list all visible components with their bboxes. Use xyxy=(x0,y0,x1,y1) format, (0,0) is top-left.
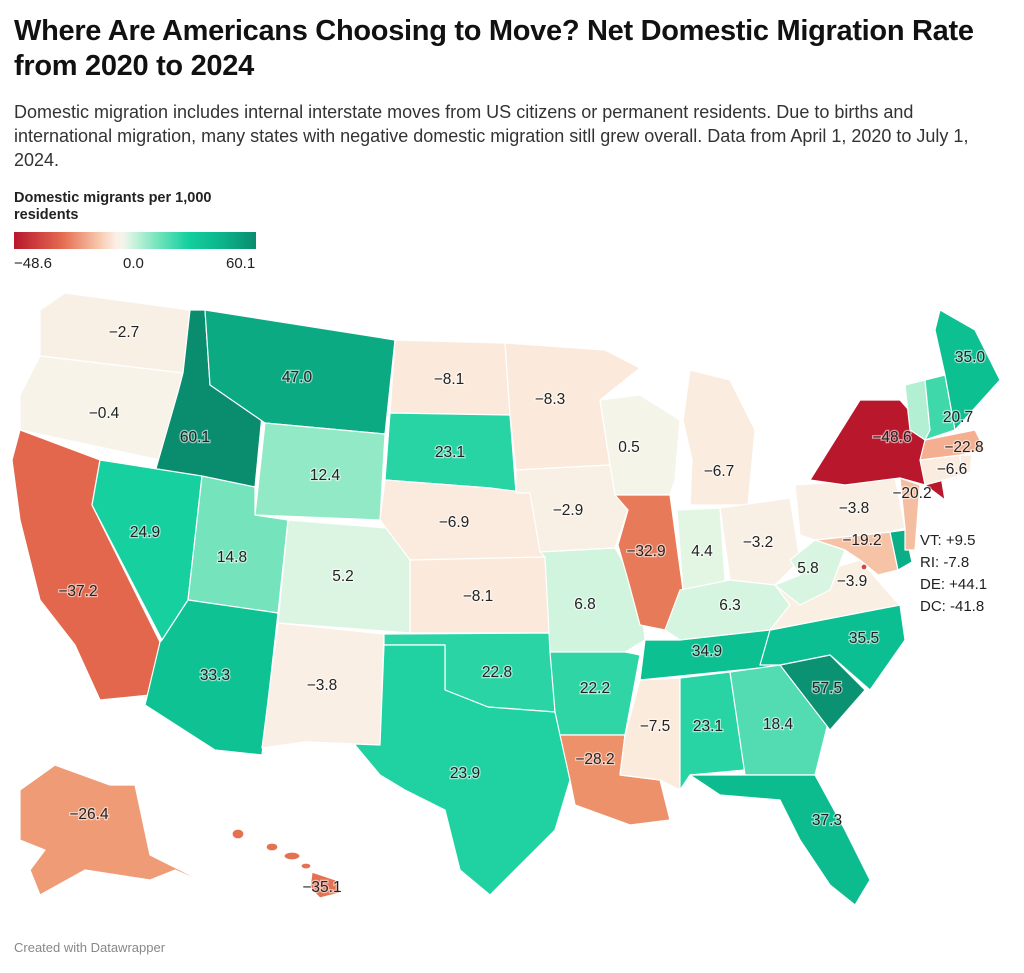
label-in: 4.4 xyxy=(691,543,713,560)
label-mn: −8.3 xyxy=(535,391,566,408)
credit-line: Created with Datawrapper xyxy=(14,940,166,955)
label-ga: 18.4 xyxy=(763,716,794,733)
label-ak: −26.4 xyxy=(69,806,109,823)
legend-max-label: 60.1 xyxy=(226,255,256,272)
label-sd: 23.1 xyxy=(435,444,465,461)
state-hi[interactable] xyxy=(231,828,341,899)
label-ia: −2.9 xyxy=(553,502,584,519)
label-ma: −22.8 xyxy=(944,439,983,456)
state-fl[interactable] xyxy=(689,774,871,906)
state-wi[interactable] xyxy=(599,394,681,496)
state-labels: −2.7 −0.4 −37.2 60.1 24.9 47.0 12.4 14.8… xyxy=(57,323,987,898)
label-il: −32.9 xyxy=(626,543,665,560)
label-co: 5.2 xyxy=(332,568,354,585)
label-ct: −6.6 xyxy=(937,461,968,478)
label-hi: −35.1 xyxy=(302,879,341,896)
label-or: −0.4 xyxy=(89,405,120,422)
label-va: −3.9 xyxy=(837,573,868,590)
label-oh: −3.2 xyxy=(743,534,774,551)
state-az[interactable] xyxy=(144,599,279,756)
label-ms: −7.5 xyxy=(640,718,671,735)
label-wy: 12.4 xyxy=(310,467,341,484)
legend-title: Domestic migrants per 1,000 residents xyxy=(14,190,212,223)
label-id: 60.1 xyxy=(180,429,210,446)
state-mo[interactable] xyxy=(539,547,646,653)
state-ma[interactable] xyxy=(919,429,986,461)
label-az: 33.3 xyxy=(200,667,230,684)
us-choropleth-map: −2.7 −0.4 −37.2 60.1 24.9 47.0 12.4 14.8… xyxy=(11,292,1001,906)
chart-title: Where Are Americans Choosing to Move? Ne… xyxy=(14,15,974,82)
label-ky: 6.3 xyxy=(719,597,741,614)
label-nh: 20.7 xyxy=(943,409,973,426)
label-nm: −3.8 xyxy=(307,677,338,694)
label-ut: 14.8 xyxy=(217,549,247,566)
label-md: −19.2 xyxy=(842,532,881,549)
state-nj[interactable] xyxy=(899,477,921,551)
label-wi: 0.5 xyxy=(618,439,640,456)
state-al[interactable] xyxy=(679,671,746,791)
state-nc[interactable] xyxy=(759,604,906,691)
label-wa: −2.7 xyxy=(109,324,140,341)
label-wv: 5.8 xyxy=(797,560,819,577)
label-tx: 23.9 xyxy=(450,765,480,782)
state-dc[interactable] xyxy=(860,563,868,571)
label-nc: 35.5 xyxy=(849,630,879,647)
small-state-ri: RI: -7.8 xyxy=(920,554,970,571)
label-nd: −8.1 xyxy=(434,371,465,388)
label-pa: −3.8 xyxy=(839,500,870,517)
small-state-de: DE: +44.1 xyxy=(920,576,988,593)
small-state-vt: VT: +9.5 xyxy=(920,532,976,549)
legend-mid-label: 0.0 xyxy=(123,255,144,272)
legend-color-bar xyxy=(14,232,256,249)
label-ne: −6.9 xyxy=(439,514,470,531)
label-ny: −48.6 xyxy=(872,429,911,446)
state-ri[interactable] xyxy=(959,454,973,476)
chart-subtitle: Domestic migration includes internal int… xyxy=(14,102,969,170)
legend-min-label: −48.6 xyxy=(14,255,52,272)
state-ak[interactable] xyxy=(19,764,211,896)
state-oh[interactable] xyxy=(719,497,801,586)
state-tx[interactable] xyxy=(304,644,571,896)
label-nj: −20.2 xyxy=(892,485,931,502)
label-me: 35.0 xyxy=(955,349,986,366)
label-mo: 6.8 xyxy=(574,596,596,613)
small-states-annotation: VT: +9.5 RI: -7.8 DE: +44.1 DC: -41.8 xyxy=(920,530,987,618)
label-ok: 22.8 xyxy=(482,664,512,681)
label-sc: 57.5 xyxy=(812,680,842,697)
label-al: 23.1 xyxy=(693,718,723,735)
state-il[interactable] xyxy=(614,494,684,631)
state-shapes xyxy=(11,292,1001,906)
label-la: −28.2 xyxy=(575,751,614,768)
state-mi[interactable] xyxy=(682,369,756,506)
small-state-dc: DC: -41.8 xyxy=(920,598,985,615)
label-fl: 37.3 xyxy=(812,812,842,829)
label-nv: 24.9 xyxy=(130,524,160,541)
label-mi: −6.7 xyxy=(704,463,735,480)
label-mt: 47.0 xyxy=(282,369,313,386)
label-tn: 34.9 xyxy=(692,643,722,660)
label-ks: −8.1 xyxy=(463,588,494,605)
label-ca: −37.2 xyxy=(58,583,97,600)
state-me[interactable] xyxy=(934,309,1001,431)
label-ar: 22.2 xyxy=(580,680,610,697)
